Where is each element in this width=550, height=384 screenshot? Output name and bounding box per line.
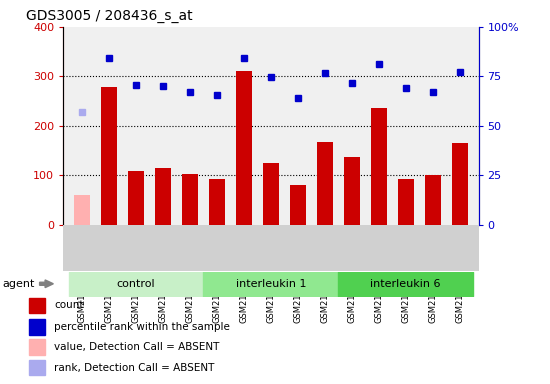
Bar [290,185,306,225]
Text: count: count [54,300,84,310]
Bar [29,360,45,376]
Bar [452,143,467,225]
Bar [371,108,387,225]
Bar [101,87,117,225]
Bar [29,298,45,313]
Bar [263,163,279,225]
Text: control: control [117,279,155,289]
Bar [29,339,45,355]
Bar [398,179,414,225]
Bar [74,195,90,225]
Text: percentile rank within the sample: percentile rank within the sample [54,322,230,332]
Bar [209,179,225,225]
Bar [425,175,441,225]
Text: rank, Detection Call = ABSENT: rank, Detection Call = ABSENT [54,362,214,372]
Bar [236,71,252,225]
Bar [317,142,333,225]
Bar [182,174,198,225]
Text: value, Detection Call = ABSENT: value, Detection Call = ABSENT [54,342,219,352]
Text: interleukin 6: interleukin 6 [371,279,441,289]
Text: agent: agent [3,279,35,289]
Text: GDS3005 / 208436_s_at: GDS3005 / 208436_s_at [26,9,192,23]
Bar [344,157,360,225]
Bar [128,171,144,225]
Bar [29,319,45,334]
Bar [155,168,171,225]
Text: interleukin 1: interleukin 1 [235,279,306,289]
